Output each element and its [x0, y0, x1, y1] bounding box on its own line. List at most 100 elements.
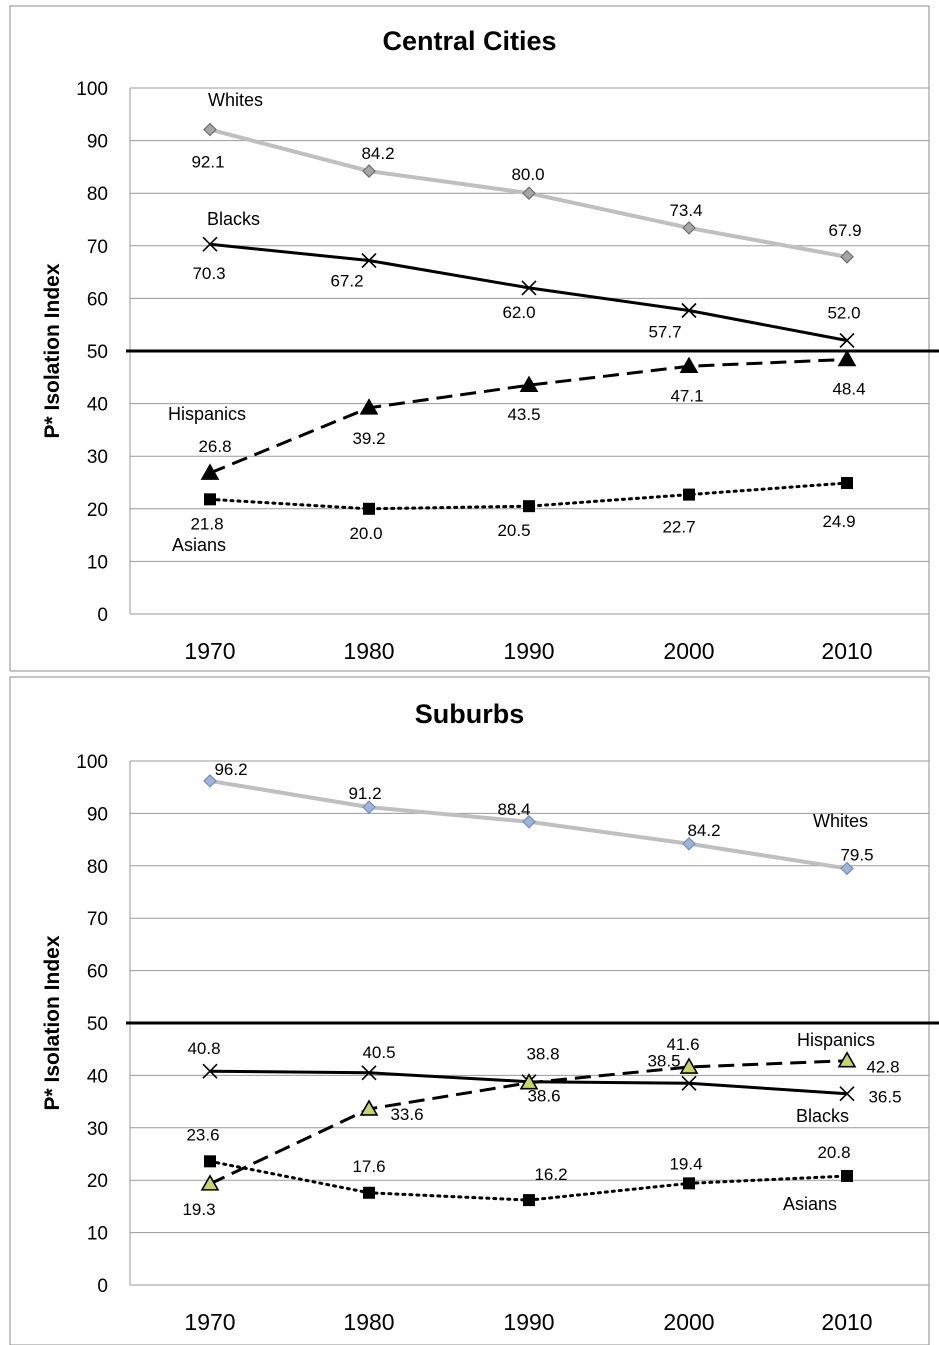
data-label: 42.8	[866, 1058, 899, 1077]
marker-hispanics	[837, 349, 857, 367]
y-tick-label: 10	[87, 552, 108, 573]
data-label: 48.4	[832, 379, 865, 398]
marker-hispanics	[679, 356, 699, 374]
marker-asians	[523, 500, 535, 513]
data-label: 26.8	[198, 437, 231, 456]
y-tick-label: 100	[76, 752, 108, 773]
data-label: 67.2	[330, 272, 363, 291]
series-name-label: Hispanics	[168, 404, 246, 424]
marker-blacks	[361, 252, 377, 269]
data-label: 52.0	[827, 303, 860, 322]
data-label: 96.2	[214, 760, 247, 779]
data-label: 43.5	[507, 405, 540, 424]
data-label: 62.0	[502, 303, 535, 322]
data-label: 21.8	[190, 514, 223, 533]
marker-asians	[204, 1155, 216, 1168]
data-label: 38.5	[647, 1051, 680, 1070]
data-label: 67.9	[828, 221, 861, 240]
x-tick-label: 1980	[343, 1309, 394, 1335]
series-name-label: Asians	[172, 535, 226, 555]
marker-asians	[523, 1194, 535, 1207]
marker-blacks	[521, 280, 537, 296]
series-line-blacks	[209, 242, 848, 342]
marker-hispanics	[359, 1099, 379, 1116]
data-label: 40.8	[187, 1039, 220, 1058]
marker-hispanics	[519, 1073, 539, 1090]
y-tick-label: 90	[87, 132, 108, 153]
y-axis-label: P* Isolation Index	[41, 263, 64, 438]
data-label: 33.6	[390, 1105, 423, 1124]
marker-whites	[840, 861, 854, 876]
data-label: 41.6	[666, 1035, 699, 1054]
y-tick-label: 30	[87, 1119, 108, 1140]
data-label: 88.4	[497, 800, 530, 819]
marker-blacks	[839, 1086, 855, 1102]
x-tick-label: 1970	[184, 1309, 235, 1335]
marker-asians	[683, 488, 695, 501]
data-label: 36.5	[868, 1088, 901, 1107]
panel-frame	[9, 5, 930, 672]
marker-whites	[522, 186, 536, 201]
central-cities-panel: Central Cities 0 10 20 30 40 50 60 70 80 90 100 P* I…	[9, 5, 939, 672]
data-label: 84.2	[361, 144, 394, 163]
data-label: 20.5	[497, 521, 530, 540]
marker-asians	[363, 502, 375, 515]
x-tick-label: 2000	[663, 638, 714, 664]
series-name-label: Whites	[813, 811, 868, 831]
data-label: 16.2	[534, 1165, 567, 1184]
y-tick-label: 0	[97, 605, 108, 626]
panel-frame	[9, 676, 930, 1345]
x-tick-label: 2010	[821, 638, 872, 664]
y-tick-label: 100	[76, 79, 108, 100]
data-label: 38.8	[526, 1045, 559, 1064]
marker-hispanics	[519, 375, 539, 392]
marker-blacks	[361, 1065, 377, 1081]
data-label: 92.1	[191, 153, 224, 172]
data-label: 73.4	[669, 201, 702, 220]
marker-blacks	[681, 1075, 697, 1091]
marker-whites	[362, 800, 376, 814]
marker-whites	[682, 221, 696, 235]
y-tick-label: 50	[87, 342, 108, 363]
data-label: 79.5	[840, 845, 873, 864]
chart-title: Central Cities	[382, 26, 556, 56]
y-tick-label: 40	[87, 395, 108, 416]
x-tick-label: 1990	[503, 1309, 554, 1335]
y-tick-label: 70	[87, 237, 108, 258]
data-label: 38.6	[527, 1087, 560, 1106]
data-label: 22.7	[662, 518, 695, 537]
marker-hispanics	[200, 1174, 220, 1191]
y-tick-label: 0	[97, 1276, 108, 1297]
data-label: 19.4	[669, 1154, 702, 1173]
data-label: 57.7	[648, 322, 681, 341]
data-label: 80.0	[511, 165, 544, 184]
y-tick-label: 20	[87, 500, 108, 521]
data-label: 23.6	[186, 1125, 219, 1144]
y-tick-label: 80	[87, 184, 108, 205]
x-tick-label: 1970	[184, 638, 235, 664]
data-label: 20.0	[349, 524, 382, 543]
y-tick-label: 60	[87, 962, 108, 983]
marker-blacks	[202, 1063, 218, 1079]
marker-asians	[683, 1177, 695, 1190]
data-label: 70.3	[192, 264, 225, 283]
marker-asians	[841, 477, 853, 490]
x-tick-label: 1990	[503, 638, 554, 664]
marker-whites	[203, 122, 217, 137]
marker-blacks	[839, 332, 855, 349]
marker-hispanics	[679, 1057, 699, 1074]
x-tick-label: 2010	[821, 1309, 872, 1335]
series-name-label: Hispanics	[797, 1030, 875, 1050]
series-line-asians	[208, 481, 849, 511]
data-label: 47.1	[670, 386, 703, 405]
y-tick-label: 30	[87, 447, 108, 468]
marker-whites	[522, 814, 536, 829]
chart-title: Suburbs	[415, 699, 525, 729]
series-name-label: Blacks	[207, 209, 260, 229]
y-tick-label: 60	[87, 289, 108, 310]
data-label: 91.2	[348, 784, 381, 803]
y-axis-label: P* Isolation Index	[41, 935, 64, 1110]
data-label: 39.2	[352, 429, 385, 448]
x-tick-label: 2000	[663, 1309, 714, 1335]
